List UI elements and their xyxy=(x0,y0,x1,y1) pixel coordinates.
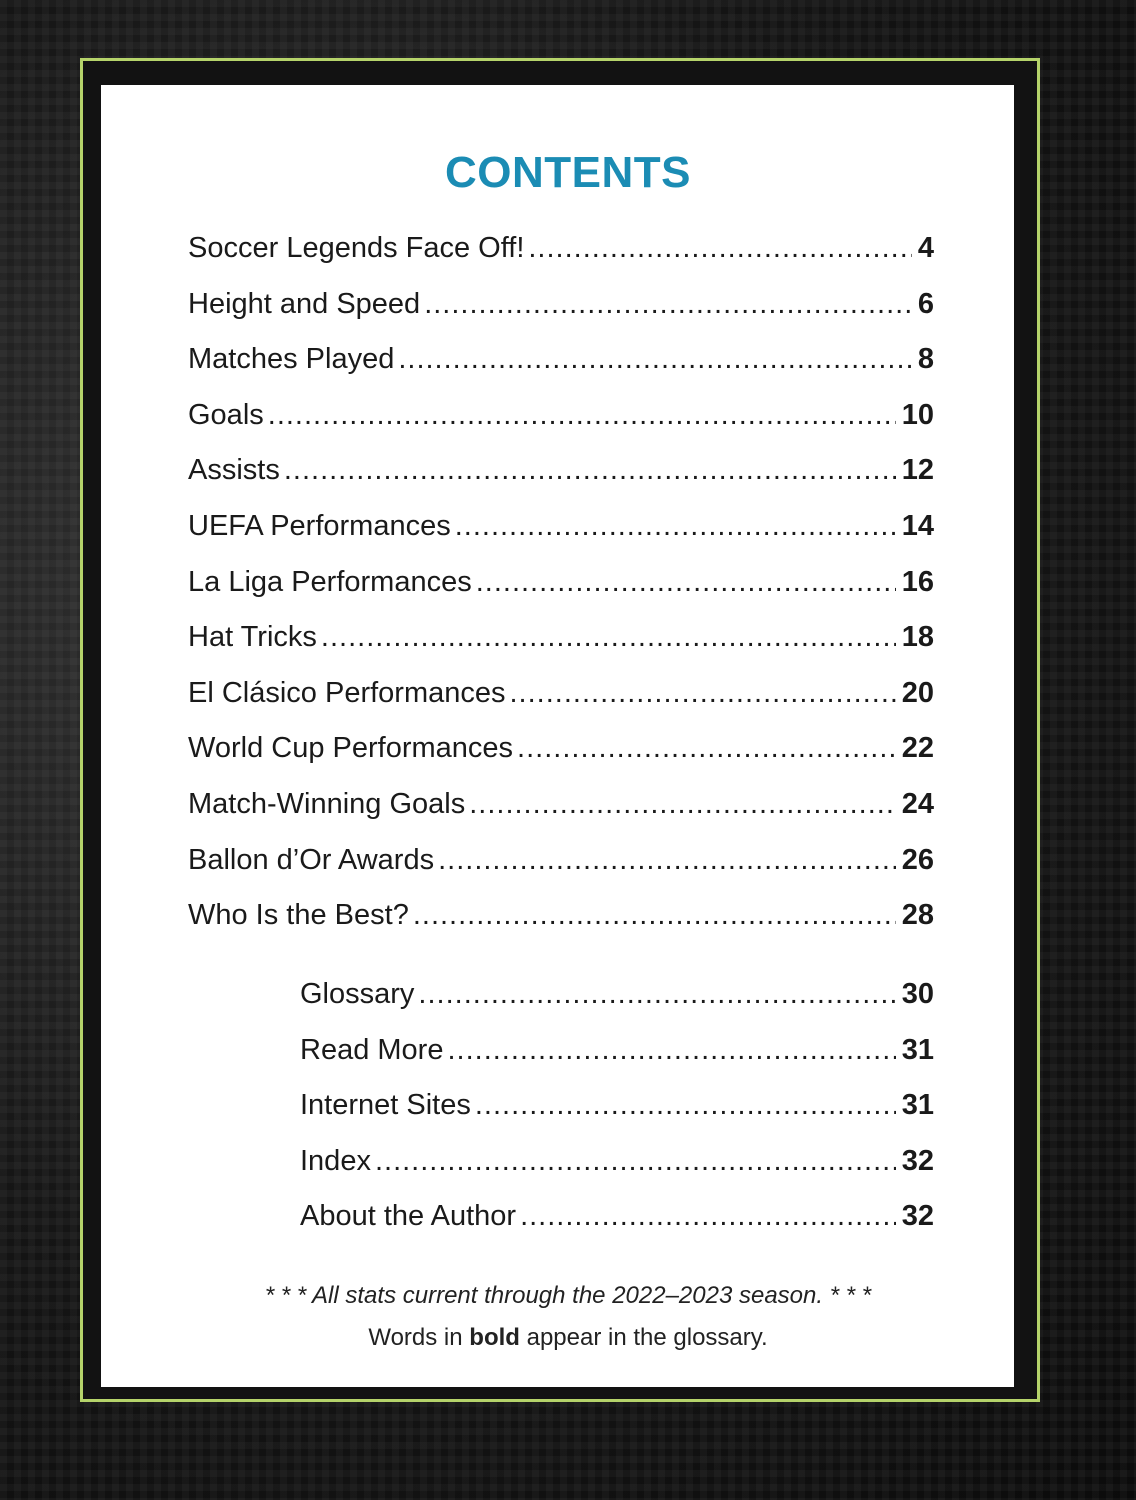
entry-page: 28 xyxy=(901,899,934,932)
entry-title: La Liga Performances xyxy=(188,565,472,598)
toc-entry[interactable]: UEFA Performances 14 xyxy=(188,506,934,546)
toc-entry[interactable]: About the Author 32 xyxy=(300,1196,934,1236)
entry-page: 4 xyxy=(917,232,934,264)
dot-leader xyxy=(438,840,896,880)
toc-entry[interactable]: Assists 12 xyxy=(188,450,934,490)
entry-page: 26 xyxy=(901,843,934,876)
toc-entry[interactable]: Who Is the Best? 28 xyxy=(188,895,934,935)
toc-entry[interactable]: Hat Tricks 18 xyxy=(188,617,934,657)
dot-leader xyxy=(321,617,896,657)
entry-page: 31 xyxy=(901,1033,934,1066)
dot-leader xyxy=(268,395,896,435)
dot-leader xyxy=(418,974,895,1014)
toc-entry[interactable]: Ballon d’Or Awards 26 xyxy=(188,840,934,880)
toc-entry[interactable]: La Liga Performances 16 xyxy=(188,562,934,602)
dot-leader xyxy=(424,284,912,324)
dot-leader xyxy=(455,506,896,546)
dot-leader xyxy=(284,450,896,490)
entry-page: 16 xyxy=(901,565,934,598)
dot-leader xyxy=(520,1196,896,1236)
page-title: CONTENTS xyxy=(445,148,691,197)
toc-entry[interactable]: Read More 31 xyxy=(300,1030,934,1070)
entry-page: 6 xyxy=(917,287,934,320)
entry-title: Hat Tricks xyxy=(188,621,317,654)
toc-entry[interactable]: Internet Sites 31 xyxy=(300,1085,934,1125)
note-text: Words in xyxy=(368,1324,470,1351)
dot-leader xyxy=(510,673,896,713)
entry-title: Assists xyxy=(188,454,280,487)
note-text: appear in the glossary. xyxy=(519,1324,768,1351)
toc-entry[interactable]: Matches Played 8 xyxy=(188,339,934,379)
dot-leader xyxy=(475,1085,896,1125)
dot-leader xyxy=(375,1141,896,1181)
note-bold: bold xyxy=(469,1324,520,1351)
toc-entry[interactable]: World Cup Performances 22 xyxy=(188,728,934,768)
entry-title: Read More xyxy=(300,1033,444,1066)
entry-page: 32 xyxy=(901,1200,934,1233)
dot-leader xyxy=(476,562,896,602)
entry-title: Ballon d’Or Awards xyxy=(188,843,435,876)
dot-leader xyxy=(528,228,911,268)
stats-note: * * * All stats current through the 2022… xyxy=(264,1282,872,1309)
dot-leader xyxy=(517,728,896,768)
entry-page: 30 xyxy=(901,978,934,1010)
toc-entry[interactable]: Soccer Legends Face Off! 4 xyxy=(188,228,934,268)
toc-entry[interactable]: Height and Speed 6 xyxy=(188,284,934,324)
entry-title: UEFA Performances xyxy=(188,510,451,542)
entry-title: Who Is the Best? xyxy=(188,899,409,932)
entry-title: Soccer Legends Face Off! xyxy=(188,232,525,264)
entry-title: Internet Sites xyxy=(300,1089,471,1122)
entry-title: Matches Played xyxy=(188,343,395,376)
glossary-note: Words in bold appear in the glossary. xyxy=(0,1324,1136,1352)
dot-leader xyxy=(447,1030,895,1070)
entry-page: 31 xyxy=(901,1089,934,1122)
dot-leader xyxy=(413,895,896,935)
entry-title: Match-Winning Goals xyxy=(188,788,466,820)
dot-leader xyxy=(469,784,896,824)
entry-title: Index xyxy=(300,1144,371,1177)
entry-page: 8 xyxy=(917,343,934,376)
entry-title: Height and Speed xyxy=(188,287,421,320)
dot-leader xyxy=(398,339,912,379)
entry-page: 12 xyxy=(901,454,934,487)
entry-page: 32 xyxy=(901,1144,934,1177)
entry-title: Goals xyxy=(188,398,264,431)
entry-page: 20 xyxy=(901,676,934,709)
entry-page: 22 xyxy=(901,732,934,765)
toc-entry[interactable]: Match-Winning Goals 24 xyxy=(188,784,934,824)
entry-page: 24 xyxy=(901,788,934,820)
toc-entry[interactable]: Index 32 xyxy=(300,1141,934,1181)
entry-page: 14 xyxy=(901,510,934,542)
toc-entry[interactable]: Goals 10 xyxy=(188,395,934,435)
entry-title: Glossary xyxy=(300,978,415,1010)
entry-title: About the Author xyxy=(300,1200,517,1233)
toc-entry[interactable]: El Clásico Performances 20 xyxy=(188,673,934,713)
toc-entry[interactable]: Glossary 30 xyxy=(300,974,934,1014)
entry-title: World Cup Performances xyxy=(188,732,514,765)
entry-page: 18 xyxy=(901,621,934,654)
entry-page: 10 xyxy=(901,398,934,431)
entry-title: El Clásico Performances xyxy=(188,676,506,709)
